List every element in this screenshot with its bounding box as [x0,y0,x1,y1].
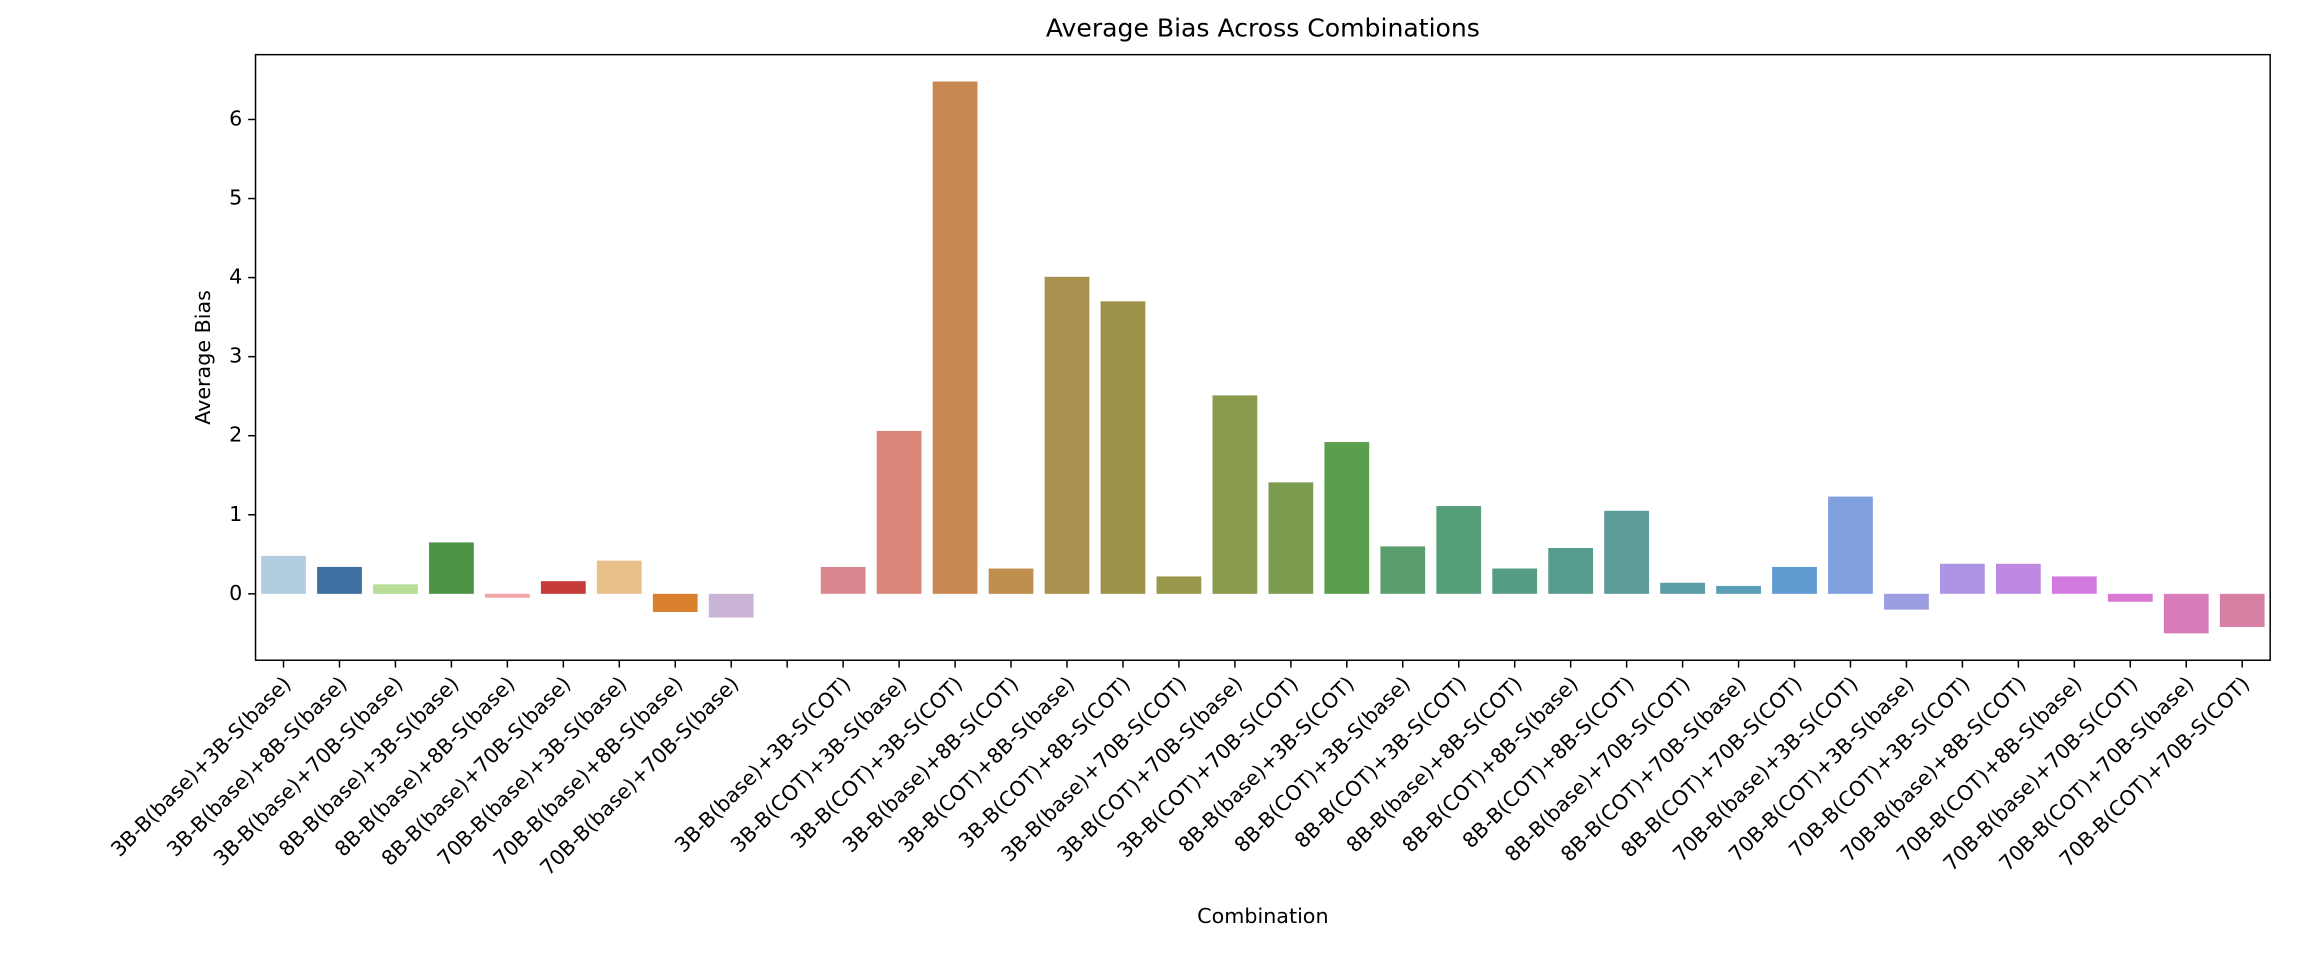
x-axis-label: Combination [1197,904,1328,928]
bar [261,555,306,594]
bar [988,568,1034,594]
bar [1604,510,1650,594]
bar [932,81,978,594]
bar [876,430,922,594]
bar [1044,276,1090,594]
bar [1156,576,1202,594]
bar [1100,301,1146,594]
bar [820,566,866,594]
bar [1212,395,1258,594]
y-tick-label: 4 [229,265,242,289]
y-tick-label: 6 [229,106,242,130]
bar [2219,593,2265,628]
y-axis-label: Average Bias [191,290,215,425]
y-tick-label: 1 [229,502,242,526]
bar [317,566,362,594]
bar [1716,585,1761,594]
bar [484,593,530,598]
y-tick-label: 3 [229,344,242,368]
y-tick-label: 0 [229,581,242,605]
bar [2051,576,2097,594]
bar [2163,593,2209,634]
bar [429,542,474,594]
bar [708,593,754,618]
bar [1884,593,1929,610]
y-tick-label: 5 [229,186,242,210]
bar [1995,563,2041,594]
bar [1380,546,1426,594]
bar [1660,582,1705,594]
bar [1772,566,1817,594]
chart-title: Average Bias Across Combinations [1046,14,1480,43]
bar [2107,593,2153,602]
bar [1828,496,1873,594]
bar [1492,568,1538,594]
bar [540,581,586,594]
bar [652,593,698,613]
plot-frame [254,53,2271,661]
bar [596,560,642,594]
bar [1436,506,1482,594]
y-tick-label: 2 [229,423,242,447]
bar [373,584,418,594]
bar [1268,482,1314,594]
bar [1324,442,1370,594]
bar [1940,563,1985,594]
bar [1548,547,1594,594]
